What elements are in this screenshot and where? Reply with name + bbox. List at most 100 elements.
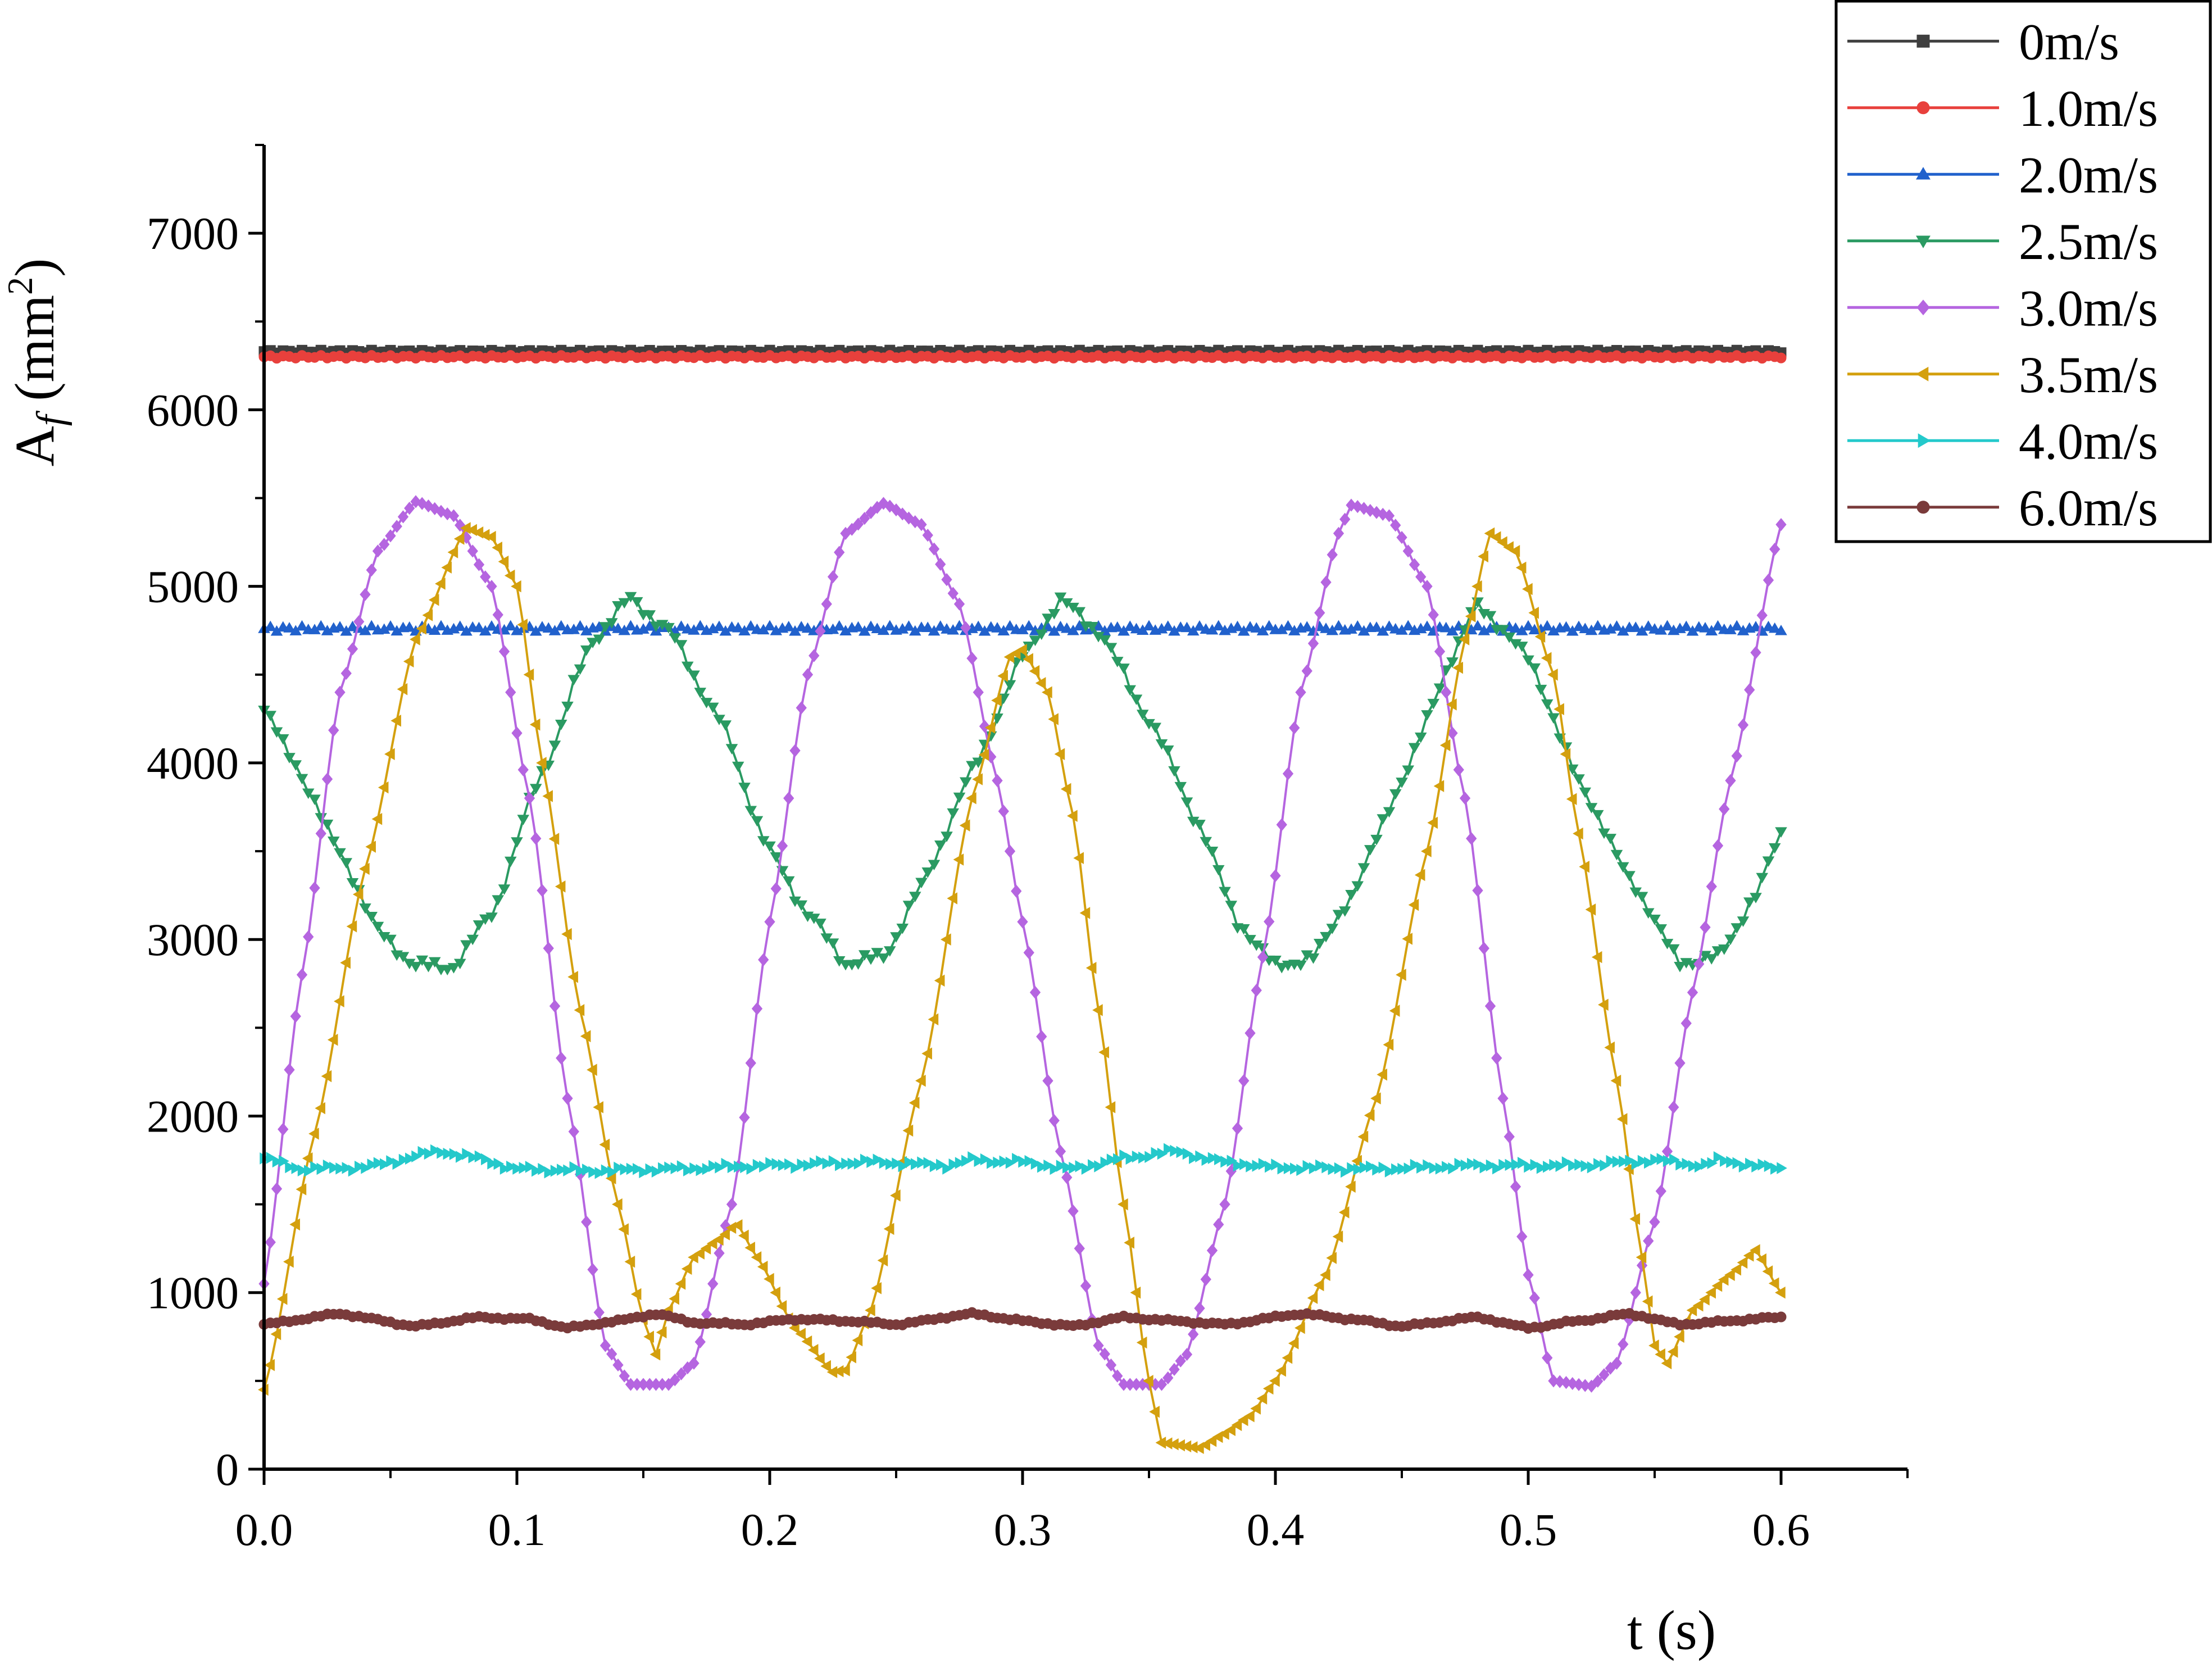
data-point (1504, 1130, 1515, 1143)
data-point (1720, 1155, 1730, 1167)
data-point (764, 1273, 774, 1285)
data-point (1219, 1428, 1229, 1440)
data-point (1467, 1157, 1478, 1170)
data-point (385, 529, 396, 543)
data-point (1012, 1152, 1023, 1165)
data-point (348, 1164, 359, 1177)
data-point (266, 1152, 277, 1164)
data-point (1402, 620, 1415, 631)
data-point (1442, 1161, 1452, 1173)
data-point (732, 621, 744, 633)
data-point (1347, 1162, 1357, 1174)
data-point (1246, 1160, 1256, 1173)
y-tick-label: 3000 (147, 914, 239, 965)
data-point (1492, 1162, 1503, 1175)
data-point (599, 1138, 610, 1151)
data-point (1471, 620, 1484, 631)
data-point (1600, 1159, 1610, 1172)
data-point (302, 788, 315, 799)
data-point (1250, 1402, 1261, 1415)
data-point (1775, 1311, 1787, 1323)
data-point (871, 948, 884, 958)
data-point (1017, 915, 1028, 929)
data-point (1427, 816, 1438, 829)
data-point (1730, 923, 1743, 934)
data-point (1675, 1158, 1686, 1171)
data-point (1341, 1165, 1351, 1178)
data-point (1364, 1109, 1375, 1122)
data-point (966, 792, 976, 805)
data-point (321, 773, 333, 786)
data-point (1093, 1339, 1104, 1352)
data-point (1396, 969, 1406, 981)
data-point (1693, 957, 1705, 971)
data-point (810, 1157, 820, 1170)
data-point (1619, 1155, 1629, 1168)
data-point (658, 1162, 669, 1175)
data-point (392, 1157, 403, 1170)
data-point (1623, 1162, 1634, 1175)
data-point (361, 1162, 371, 1174)
data-point (1518, 1156, 1528, 1169)
data-point (1585, 903, 1596, 916)
data-point (1737, 1256, 1748, 1269)
data-point (1433, 683, 1446, 694)
data-point (405, 1152, 416, 1165)
data-point (612, 1358, 624, 1372)
data-point (883, 946, 896, 957)
data-point (574, 1004, 585, 1016)
data-point (1035, 677, 1046, 689)
data-point (1643, 1234, 1654, 1248)
data-point (1334, 1162, 1345, 1175)
data-point (947, 808, 960, 819)
data-point (525, 1161, 536, 1173)
data-point (791, 1161, 801, 1174)
data-point (422, 609, 433, 621)
data-point (1515, 561, 1527, 574)
data-point (1269, 1375, 1280, 1387)
data-point (1105, 1358, 1117, 1372)
data-point (1227, 1155, 1238, 1167)
data-point (379, 538, 390, 551)
data-point (1515, 642, 1528, 652)
data-point (315, 620, 328, 631)
data-point (456, 1151, 466, 1163)
data-point (441, 965, 454, 976)
data-point (1189, 1152, 1200, 1165)
data-point (386, 1155, 397, 1167)
data-point (1528, 663, 1541, 674)
data-point (530, 831, 542, 846)
data-point (462, 1148, 473, 1160)
data-point (416, 623, 426, 635)
data-point (1648, 1339, 1659, 1352)
data-point (1088, 1159, 1098, 1171)
data-point (898, 1160, 909, 1173)
data-point (1510, 1180, 1521, 1193)
data-point (1345, 1180, 1356, 1193)
data-point (1377, 1068, 1387, 1081)
data-point (1700, 920, 1711, 934)
data-point (359, 862, 370, 875)
data-point (335, 1162, 346, 1175)
data-point (947, 587, 959, 600)
data-point (582, 1164, 593, 1176)
data-point (297, 1164, 308, 1177)
data-point (1667, 944, 1680, 955)
data-point (272, 1155, 283, 1168)
data-point (276, 1293, 288, 1305)
data-point (581, 1215, 592, 1229)
data-point (688, 670, 700, 681)
data-point (1351, 620, 1364, 631)
data-point (1642, 1295, 1653, 1308)
data-point (1105, 1101, 1116, 1114)
data-point (1085, 962, 1097, 974)
data-point (594, 1166, 606, 1179)
data-point (1719, 802, 1730, 816)
data-point (1339, 512, 1351, 526)
legend-marker (1918, 433, 1931, 448)
data-point (708, 1160, 719, 1173)
data-point (721, 1157, 732, 1170)
data-point (978, 748, 989, 761)
data-point (1257, 951, 1269, 964)
data-point (1237, 924, 1250, 935)
